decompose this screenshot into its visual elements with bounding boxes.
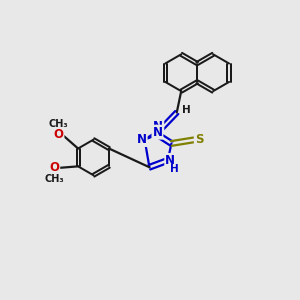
- Text: S: S: [195, 134, 203, 146]
- Text: N: N: [153, 120, 163, 133]
- Text: H: H: [182, 105, 190, 115]
- Text: CH₃: CH₃: [49, 118, 68, 128]
- Text: N: N: [165, 154, 175, 167]
- Text: O: O: [49, 161, 59, 174]
- Text: N: N: [137, 133, 147, 146]
- Text: N: N: [152, 126, 162, 139]
- Text: H: H: [170, 164, 179, 174]
- Text: O: O: [53, 128, 64, 141]
- Text: CH₃: CH₃: [44, 174, 64, 184]
